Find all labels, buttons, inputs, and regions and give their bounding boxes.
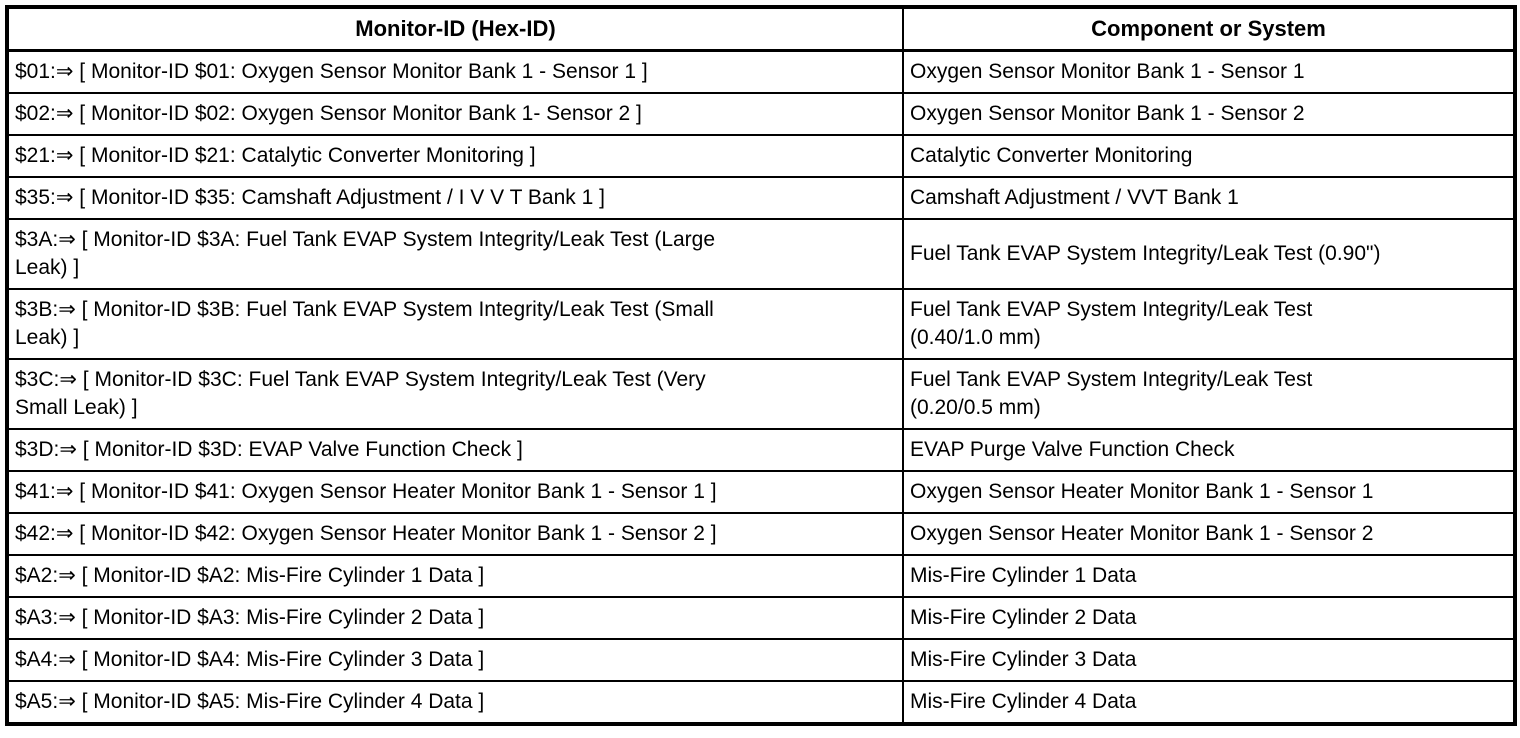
monitor-id-cell: $35:⇒ [ Monitor-ID $35: Camshaft Adjustm… <box>6 176 904 220</box>
monitor-id-cell: $02:⇒ [ Monitor-ID $02: Oxygen Sensor Mo… <box>6 92 904 136</box>
table-row: $3D:⇒ [ Monitor-ID $3D: EVAP Valve Funct… <box>6 428 1516 472</box>
monitor-id-cell: $3C:⇒ [ Monitor-ID $3C: Fuel Tank EVAP S… <box>6 358 904 430</box>
monitor-id-cell: $41:⇒ [ Monitor-ID $41: Oxygen Sensor He… <box>6 470 904 514</box>
table-row: $A4:⇒ [ Monitor-ID $A4: Mis-Fire Cylinde… <box>6 638 1516 682</box>
table-row: $3A:⇒ [ Monitor-ID $3A: Fuel Tank EVAP S… <box>6 218 1516 290</box>
monitor-id-cell: $01:⇒ [ Monitor-ID $01: Oxygen Sensor Mo… <box>6 49 904 94</box>
component-cell: Mis-Fire Cylinder 1 Data <box>902 554 1516 598</box>
table-row: $3B:⇒ [ Monitor-ID $3B: Fuel Tank EVAP S… <box>6 288 1516 360</box>
component-cell: EVAP Purge Valve Function Check <box>902 428 1516 472</box>
monitor-id-cell: $A4:⇒ [ Monitor-ID $A4: Mis-Fire Cylinde… <box>6 638 904 682</box>
monitor-id-cell: $A2:⇒ [ Monitor-ID $A2: Mis-Fire Cylinde… <box>6 554 904 598</box>
table-row: $A2:⇒ [ Monitor-ID $A2: Mis-Fire Cylinde… <box>6 554 1516 598</box>
component-cell: Oxygen Sensor Monitor Bank 1 - Sensor 1 <box>902 49 1516 94</box>
component-cell: Fuel Tank EVAP System Integrity/Leak Tes… <box>902 218 1516 290</box>
monitor-id-cell: $A3:⇒ [ Monitor-ID $A3: Mis-Fire Cylinde… <box>6 596 904 640</box>
component-cell: Camshaft Adjustment / VVT Bank 1 <box>902 176 1516 220</box>
component-cell: Oxygen Sensor Heater Monitor Bank 1 - Se… <box>902 470 1516 514</box>
component-cell: Mis-Fire Cylinder 4 Data <box>902 680 1516 725</box>
monitor-id-cell: $21:⇒ [ Monitor-ID $21: Catalytic Conver… <box>6 134 904 178</box>
table-row: $3C:⇒ [ Monitor-ID $3C: Fuel Tank EVAP S… <box>6 358 1516 430</box>
table-row: $41:⇒ [ Monitor-ID $41: Oxygen Sensor He… <box>6 470 1516 514</box>
table-row: $02:⇒ [ Monitor-ID $02: Oxygen Sensor Mo… <box>6 92 1516 136</box>
table-row: $A5:⇒ [ Monitor-ID $A5: Mis-Fire Cylinde… <box>6 680 1516 725</box>
monitor-id-cell: $A5:⇒ [ Monitor-ID $A5: Mis-Fire Cylinde… <box>6 680 904 725</box>
monitor-id-cell: $3B:⇒ [ Monitor-ID $3B: Fuel Tank EVAP S… <box>6 288 904 360</box>
table-row: $01:⇒ [ Monitor-ID $01: Oxygen Sensor Mo… <box>6 49 1516 94</box>
table-row: $21:⇒ [ Monitor-ID $21: Catalytic Conver… <box>6 134 1516 178</box>
component-cell: Catalytic Converter Monitoring <box>902 134 1516 178</box>
component-cell: Fuel Tank EVAP System Integrity/Leak Tes… <box>902 288 1516 360</box>
table-row: $35:⇒ [ Monitor-ID $35: Camshaft Adjustm… <box>6 176 1516 220</box>
component-cell: Mis-Fire Cylinder 2 Data <box>902 596 1516 640</box>
component-cell: Oxygen Sensor Monitor Bank 1 - Sensor 2 <box>902 92 1516 136</box>
monitor-id-cell: $3D:⇒ [ Monitor-ID $3D: EVAP Valve Funct… <box>6 428 904 472</box>
monitor-id-cell: $3A:⇒ [ Monitor-ID $3A: Fuel Tank EVAP S… <box>6 218 904 290</box>
table-row: $A3:⇒ [ Monitor-ID $A3: Mis-Fire Cylinde… <box>6 596 1516 640</box>
column-header-monitor-id: Monitor-ID (Hex-ID) <box>6 6 904 52</box>
monitor-id-table: Monitor-ID (Hex-ID) Component or System … <box>5 5 1517 726</box>
component-cell: Oxygen Sensor Heater Monitor Bank 1 - Se… <box>902 512 1516 556</box>
column-header-component: Component or System <box>902 6 1516 52</box>
component-cell: Fuel Tank EVAP System Integrity/Leak Tes… <box>902 358 1516 430</box>
table-row: $42:⇒ [ Monitor-ID $42: Oxygen Sensor He… <box>6 512 1516 556</box>
header-row: Monitor-ID (Hex-ID) Component or System <box>6 6 1516 52</box>
monitor-id-cell: $42:⇒ [ Monitor-ID $42: Oxygen Sensor He… <box>6 512 904 556</box>
component-cell: Mis-Fire Cylinder 3 Data <box>902 638 1516 682</box>
